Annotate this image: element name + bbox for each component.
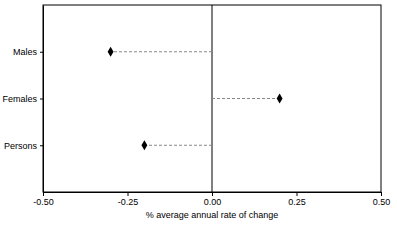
x-tick: 0.50 [373,192,391,207]
y-tick: Females [2,94,43,104]
x-axis-line [44,193,382,197]
x-tick: 0.00 [204,192,222,207]
dot [108,47,114,57]
y-tick-label: Females [2,94,37,104]
x-tick-label: -0.25 [118,197,139,207]
chart: -0.50 -0.25 0.00 0.25 0.50 Males Females Person… [0,0,397,227]
x-tick-mark [381,192,382,196]
y-tick: Males [13,47,43,57]
y-tick-mark [40,52,43,53]
y-tick: Persons [4,141,43,151]
stem [144,145,212,146]
dot [277,93,283,103]
x-tick-mark [297,192,298,196]
x-tick-label: 0.25 [288,197,306,207]
x-axis-title: % average annual rate of change [146,210,279,220]
x-tick: -0.25 [118,192,139,207]
x-tick: -0.50 [33,192,54,207]
y-axis: Males Females Persons [2,6,43,193]
x-tick-label: 0.50 [373,197,391,207]
stem [212,98,280,99]
x-axis: -0.50 -0.25 0.00 0.25 0.50 [33,192,390,207]
plot: -0.50 -0.25 0.00 0.25 0.50 Males Females Person… [2,5,390,220]
y-tick-mark [40,145,43,146]
dot [141,140,147,150]
y-tick-mark [40,99,43,100]
plot-frame [43,5,381,192]
y-tick-label: Persons [4,141,38,151]
x-tick: 0.25 [288,192,306,207]
x-tick-mark [128,192,129,196]
y-axis-line [43,6,44,193]
x-tick-mark [212,192,213,196]
marks [108,47,283,151]
x-tick-label: 0.00 [204,197,222,207]
x-tick-mark [43,192,44,196]
y-tick-label: Males [13,47,38,57]
x-tick-label: -0.50 [33,197,54,207]
stem [111,51,212,52]
